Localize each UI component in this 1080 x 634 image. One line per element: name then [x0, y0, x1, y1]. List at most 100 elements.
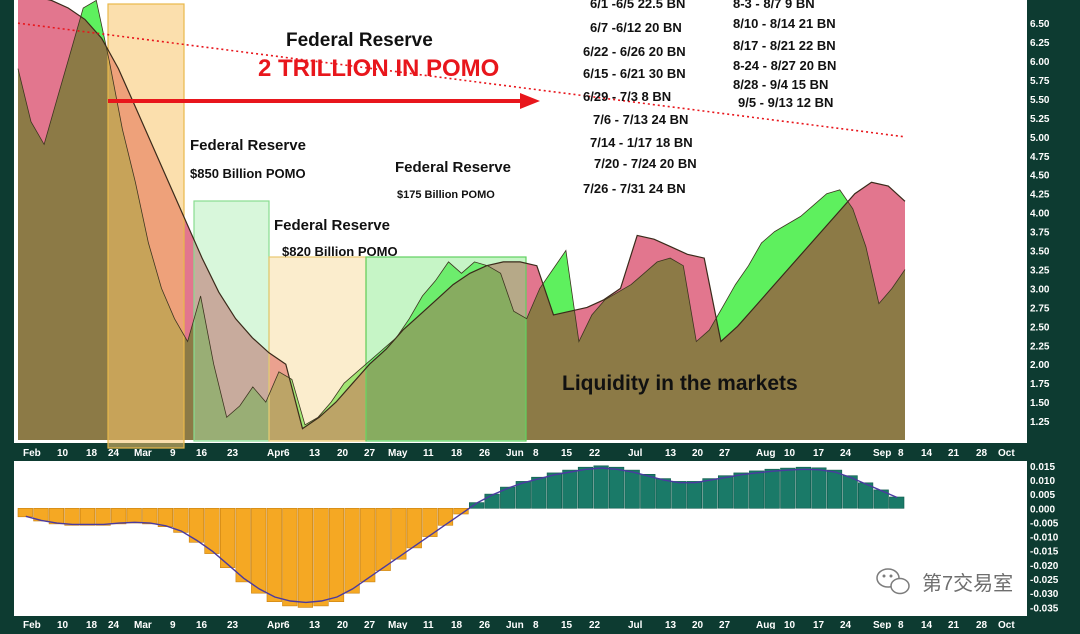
x-tick-label: Jul	[628, 448, 643, 459]
x-tick-label: 18	[451, 620, 463, 629]
y-tick-label: 3.25	[1030, 266, 1050, 277]
x-tick-label: 18	[86, 620, 98, 629]
x-tick-label: 18	[451, 448, 463, 459]
y-tick-label: -0.025	[1030, 575, 1059, 586]
schedule-left-item: 7/6 - 7/13 24 BN	[593, 112, 688, 127]
x-tick-label: 17	[813, 620, 825, 629]
oscillator-bar	[64, 507, 80, 526]
oscillator-bar	[717, 475, 734, 509]
fed-175-title: Federal Reserve	[395, 159, 511, 176]
x-tick-label: 8	[533, 448, 539, 459]
x-tick-label: Apr	[267, 448, 284, 459]
x-tick-label: 24	[108, 448, 120, 459]
x-tick-label: 15	[561, 448, 573, 459]
oscillator-bar	[251, 507, 267, 594]
oscillator-bar	[220, 507, 236, 568]
x-tick-label: Mar	[134, 620, 152, 629]
schedule-left-item: 7/14 - 1/17 18 BN	[590, 135, 693, 150]
y-tick-label: 4.25	[1030, 190, 1050, 201]
x-tick-label: 20	[337, 448, 349, 459]
pomo-box-1	[107, 3, 185, 449]
x-tick-label: Jun	[506, 620, 524, 629]
pomo-boxes	[107, 3, 527, 449]
oscillator-bar	[437, 507, 454, 526]
y-tick-label: 2.50	[1030, 322, 1050, 333]
y-tick-label: 3.00	[1030, 284, 1050, 295]
x-tick-label: 13	[665, 620, 677, 629]
x-tick-label: Feb	[23, 448, 41, 459]
oscillator-bar	[764, 468, 780, 509]
oscillator-bar	[375, 507, 391, 571]
schedule-left-item: 6/15 - 6/21 30 BN	[583, 66, 686, 81]
x-tick-label: 27	[364, 620, 376, 629]
x-tick-label: 10	[57, 620, 69, 629]
oscillator-bar	[282, 507, 298, 607]
oscillator-bar	[795, 466, 811, 509]
oscillator-bar	[842, 475, 858, 509]
x-tick-label: Oct	[998, 448, 1015, 459]
y-tick-label: 5.75	[1030, 76, 1050, 87]
oscillator-bar	[484, 493, 500, 509]
schedule-left-item: 6/29 - 7/3 8 BN	[583, 89, 671, 104]
oscillator-bar	[749, 470, 765, 509]
x-tick-label: 13	[309, 448, 321, 459]
oscillator-bar	[235, 507, 251, 583]
x-tick-label: 16	[196, 620, 208, 629]
y-tick-label: 0.005	[1030, 490, 1055, 501]
y-tick-label: 0.010	[1030, 476, 1055, 487]
x-tick-label: 9	[170, 448, 176, 459]
x-tick-label: 27	[719, 620, 731, 629]
y-tick-label: 4.00	[1030, 209, 1050, 220]
x-tick-label: 27	[719, 448, 731, 459]
x-tick-label: Apr	[267, 620, 284, 629]
oscillator-bar	[344, 507, 360, 594]
oscillator-bars	[17, 465, 905, 608]
y-tick-label: 6.25	[1030, 38, 1050, 49]
oscillator-bar	[142, 507, 158, 525]
oscillator-bar	[811, 467, 827, 509]
oscillator-bar	[406, 507, 422, 549]
oscillator-bar	[655, 478, 671, 509]
x-tick-label: 10	[784, 448, 796, 459]
x-tick-label: Aug	[756, 620, 775, 629]
oscillator-bar	[826, 469, 843, 509]
oscillator-bar	[422, 507, 438, 537]
oscillator-bar	[577, 466, 594, 509]
schedule-right-item: 8/17 - 8/21 22 BN	[733, 38, 836, 53]
x-tick-label: 6	[284, 448, 290, 459]
y-tick-label: -0.010	[1030, 533, 1059, 544]
price-line	[17, 0, 906, 426]
schedule-left: 6/1 -6/5 22.5 BN 6/7 -6/12 20 BN 6/22 - 6/…	[583, 0, 697, 196]
x-tick-label: Sep	[873, 448, 891, 459]
liquidity-label: Liquidity in the markets	[562, 372, 798, 395]
x-tick-label: Jul	[628, 620, 643, 629]
oscillator-bar	[297, 507, 314, 608]
oscillator-bar	[173, 507, 189, 533]
oscillator-bar	[204, 507, 220, 554]
watermark: 第7交易室	[876, 568, 1013, 595]
y-tick-label: 3.50	[1030, 247, 1050, 258]
x-tick-label: Sep	[873, 620, 891, 629]
oscillator-bar	[780, 467, 796, 509]
y-tick-label: 1.25	[1030, 417, 1050, 428]
x-tick-label: 20	[692, 448, 704, 459]
oscillator-bar	[360, 507, 376, 583]
y-tick-label: 2.00	[1030, 360, 1050, 371]
y-tick-label: 2.25	[1030, 341, 1050, 352]
oscillator-bar	[546, 472, 562, 509]
x-tick-label: May	[388, 448, 408, 459]
x-tick-label: Aug	[756, 448, 775, 459]
oscillator-bar	[79, 507, 96, 526]
x-tick-label: 26	[479, 620, 491, 629]
x-tick-label: 6	[284, 620, 290, 629]
x-tick-label: Mar	[134, 448, 152, 459]
x-tick-label: Feb	[23, 620, 41, 629]
oscillator-bar	[889, 496, 905, 509]
schedule-right-item: 8/10 - 8/14 21 BN	[733, 16, 836, 31]
oscillator-bar	[857, 482, 874, 509]
x-tick-label: 21	[948, 620, 960, 629]
x-tick-label: 15	[561, 620, 573, 629]
y-tick-label: 5.00	[1030, 133, 1050, 144]
y-tick-label: 5.25	[1030, 114, 1050, 125]
